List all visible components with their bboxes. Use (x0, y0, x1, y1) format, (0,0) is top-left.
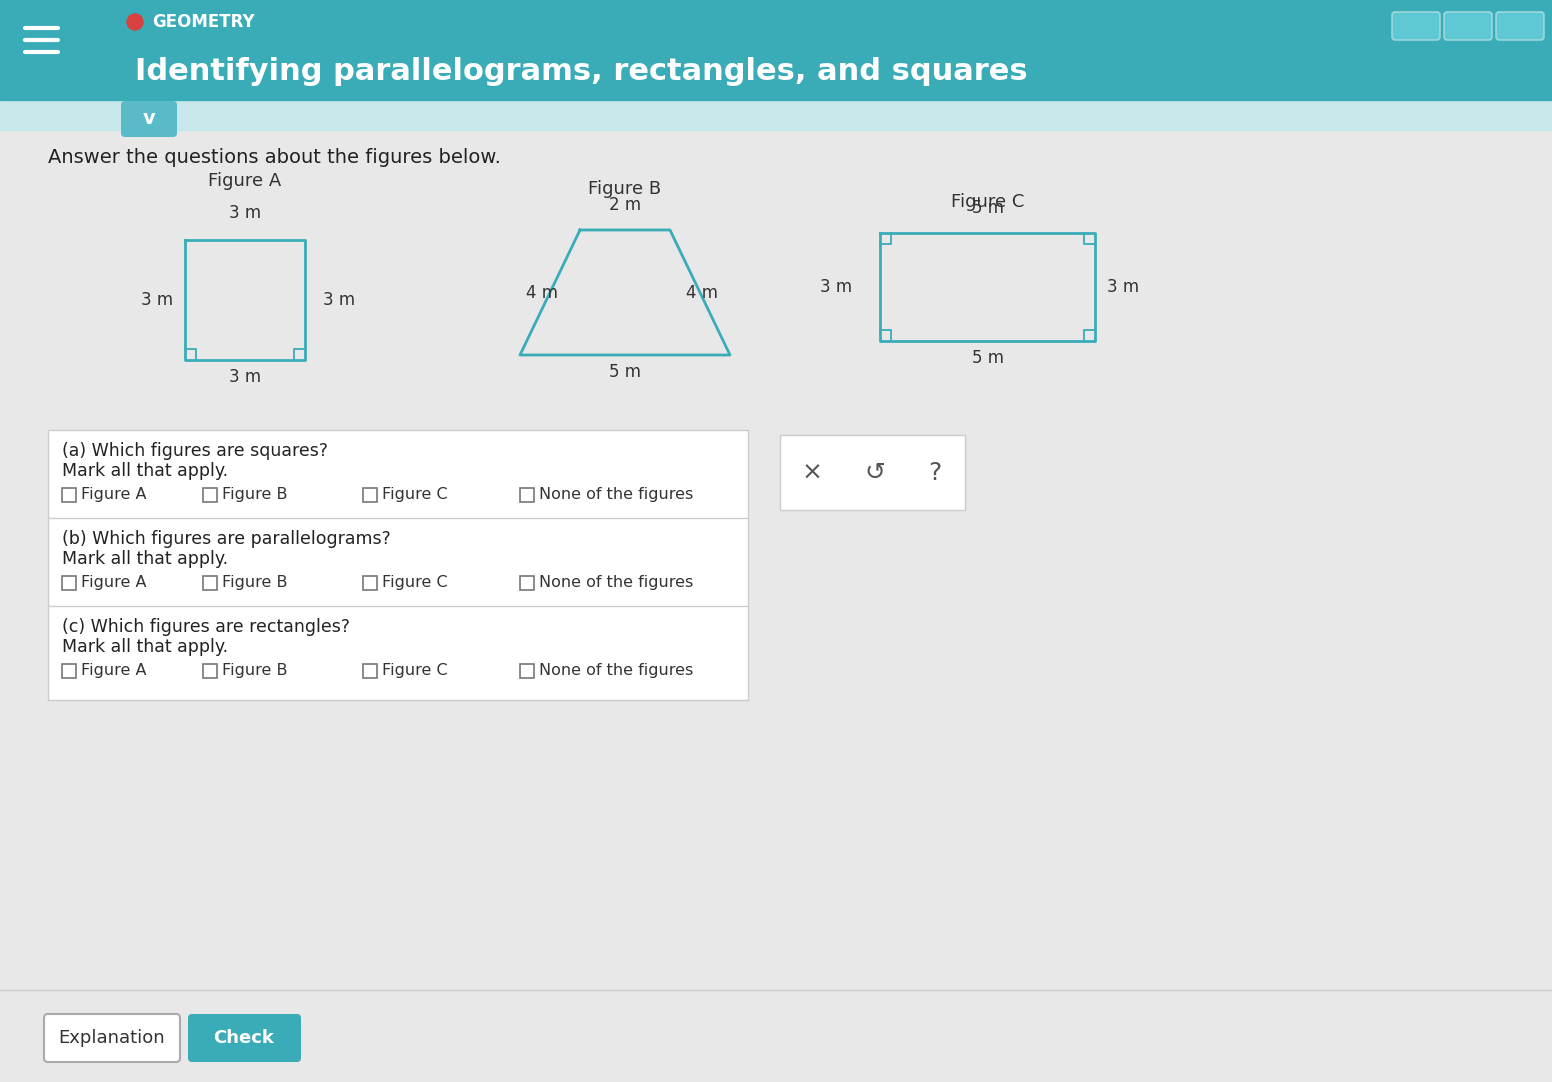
Text: Figure B: Figure B (222, 576, 287, 591)
FancyBboxPatch shape (43, 1014, 180, 1063)
Text: ×: × (801, 461, 823, 485)
Text: 5 m: 5 m (972, 349, 1004, 367)
Text: Answer the questions about the figures below.: Answer the questions about the figures b… (48, 148, 501, 167)
Text: 4 m: 4 m (526, 283, 559, 302)
Bar (363, 576, 377, 590)
Bar (0, 100, 1552, 130)
Text: None of the figures: None of the figures (539, 663, 694, 678)
Text: 3 m: 3 m (1107, 278, 1139, 296)
Bar (62, 488, 76, 502)
Bar (363, 488, 377, 502)
Text: 3 m: 3 m (141, 291, 174, 309)
FancyBboxPatch shape (1392, 12, 1440, 40)
Bar (203, 664, 217, 678)
Text: 3 m: 3 m (230, 368, 261, 386)
Text: Mark all that apply.: Mark all that apply. (62, 638, 228, 656)
Text: Figure A: Figure A (81, 576, 146, 591)
Text: 2 m: 2 m (608, 196, 641, 214)
Text: Figure A: Figure A (81, 663, 146, 678)
Text: 3 m: 3 m (323, 291, 355, 309)
FancyBboxPatch shape (781, 435, 965, 510)
Text: v: v (143, 109, 155, 129)
Text: GEOMETRY: GEOMETRY (152, 13, 255, 31)
Bar (62, 664, 76, 678)
Bar (0, 0, 1552, 100)
Bar (520, 664, 534, 678)
FancyBboxPatch shape (1496, 12, 1544, 40)
Circle shape (127, 14, 143, 30)
Text: (a) Which figures are squares?: (a) Which figures are squares? (62, 443, 327, 460)
Text: 4 m: 4 m (686, 283, 719, 302)
Text: Mark all that apply.: Mark all that apply. (62, 550, 228, 568)
FancyBboxPatch shape (188, 1014, 301, 1063)
Bar (203, 576, 217, 590)
Text: 5 m: 5 m (608, 362, 641, 381)
Text: Figure C: Figure C (951, 193, 1024, 211)
Text: Figure B: Figure B (222, 663, 287, 678)
Text: Figure C: Figure C (382, 663, 447, 678)
Text: Figure B: Figure B (222, 488, 287, 502)
Bar (520, 576, 534, 590)
Bar (520, 488, 534, 502)
Bar (62, 576, 76, 590)
Text: 3 m: 3 m (819, 278, 852, 296)
Text: ?: ? (928, 461, 942, 485)
Text: (c) Which figures are rectangles?: (c) Which figures are rectangles? (62, 618, 351, 636)
Text: 5 m: 5 m (972, 199, 1004, 217)
Text: Figure A: Figure A (208, 172, 281, 190)
Text: Figure A: Figure A (81, 488, 146, 502)
Bar (0, 130, 1552, 1082)
Text: Check: Check (214, 1029, 275, 1047)
Text: Mark all that apply.: Mark all that apply. (62, 462, 228, 480)
Text: Figure C: Figure C (382, 576, 447, 591)
FancyBboxPatch shape (121, 101, 177, 137)
Text: (b) Which figures are parallelograms?: (b) Which figures are parallelograms? (62, 530, 391, 547)
Text: 3 m: 3 m (230, 204, 261, 222)
Text: ↺: ↺ (864, 461, 886, 485)
Text: Figure B: Figure B (588, 180, 661, 198)
Text: Explanation: Explanation (59, 1029, 166, 1047)
FancyBboxPatch shape (1443, 12, 1491, 40)
FancyBboxPatch shape (48, 430, 748, 700)
Text: Figure C: Figure C (382, 488, 447, 502)
Bar (0, 990, 1552, 1082)
Text: None of the figures: None of the figures (539, 576, 694, 591)
Bar (203, 488, 217, 502)
Text: None of the figures: None of the figures (539, 488, 694, 502)
Text: Identifying parallelograms, rectangles, and squares: Identifying parallelograms, rectangles, … (135, 57, 1027, 85)
Bar (363, 664, 377, 678)
